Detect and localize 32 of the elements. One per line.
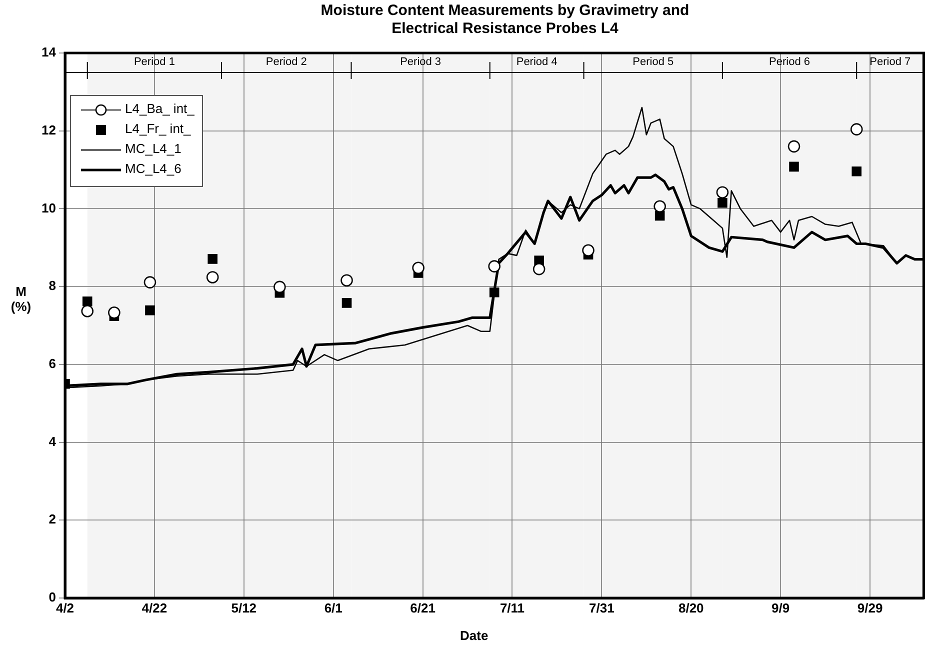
y-tick-label: 14 bbox=[42, 44, 57, 60]
legend-label: L4_Fr_ int_ bbox=[125, 121, 191, 136]
y-tick-label: 12 bbox=[42, 122, 56, 138]
x-tick-label: 5/12 bbox=[231, 600, 257, 616]
band-label: Period 6 bbox=[769, 56, 810, 68]
band-label: Period 2 bbox=[266, 56, 307, 68]
y-axis-title: M (%) bbox=[10, 284, 32, 314]
x-tick-label: 4/22 bbox=[142, 600, 168, 616]
band-label: Period 7 bbox=[870, 56, 911, 68]
x-tick-label: 9/9 bbox=[772, 600, 790, 616]
legend-label: MC_L4_6 bbox=[125, 161, 182, 176]
x-axis-title: Date bbox=[460, 628, 488, 643]
y-tick-label: 6 bbox=[48, 356, 56, 372]
legend-label: MC_L4_1 bbox=[125, 141, 182, 156]
band-label: Period 5 bbox=[632, 56, 674, 68]
x-tick-label: 6/21 bbox=[410, 600, 436, 616]
y-tick-label: 2 bbox=[48, 512, 56, 527]
x-tick-label: 9/29 bbox=[857, 600, 883, 616]
band-label: Period 3 bbox=[400, 56, 442, 68]
y-tick-label: 0 bbox=[48, 590, 56, 605]
x-tick-label: 7/31 bbox=[589, 600, 614, 616]
band-label: Period 4 bbox=[516, 56, 558, 68]
band-label: Period 1 bbox=[134, 56, 175, 68]
y-tick-label: 10 bbox=[42, 200, 56, 216]
legend-label: L4_Ba_ int_ bbox=[125, 101, 194, 116]
x-tick-label: 7/11 bbox=[500, 600, 525, 616]
x-tick-label: 6/1 bbox=[324, 600, 342, 616]
x-tick-label: 8/20 bbox=[678, 600, 704, 616]
chart-title: Moisture Content Measurements by Gravimetry and Electrical Resistance Probes L4 bbox=[320, 2, 690, 38]
y-tick-label: 8 bbox=[48, 278, 56, 294]
x-tick-label: 4/2 bbox=[56, 600, 74, 616]
y-tick-label: 4 bbox=[48, 434, 57, 449]
